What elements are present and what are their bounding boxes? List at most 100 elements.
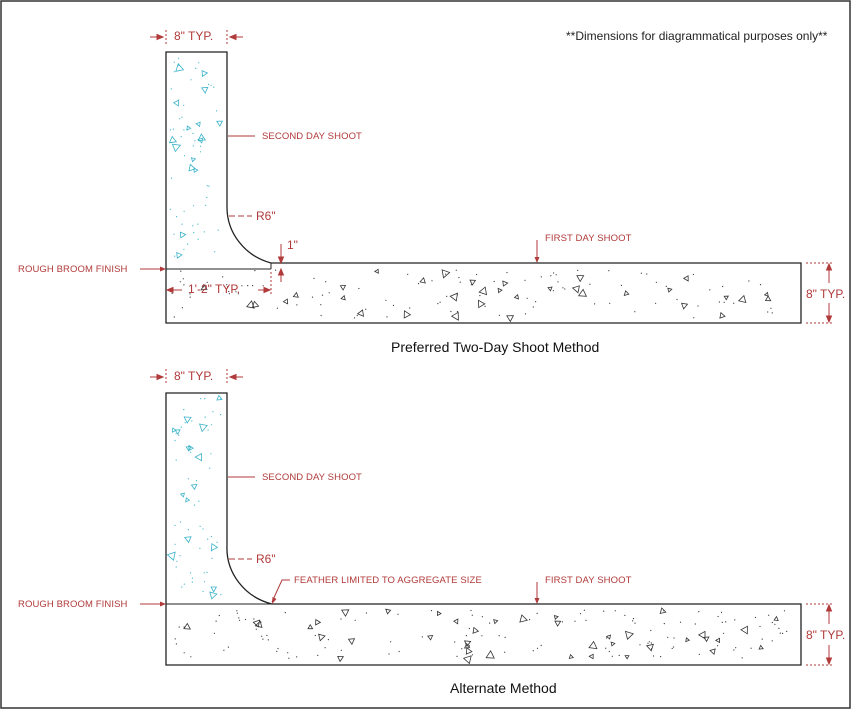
aggregate-dot [767, 311, 769, 313]
aggregate-dot [718, 301, 721, 303]
aggregate-mark [497, 287, 503, 294]
aggregate-dot [206, 281, 208, 283]
aggregate-dot [650, 642, 653, 644]
aggregate-dot [200, 398, 202, 400]
aggregate-dot [228, 290, 230, 293]
aggregate-dot [624, 614, 626, 617]
first-day-label: FIRST DAY SHOOT [545, 233, 632, 244]
aggregate-dot [552, 290, 555, 292]
broom-arrow-alt [160, 601, 166, 607]
aggregate-dot [733, 302, 735, 304]
aggregate-dot [468, 645, 471, 647]
aggregate-mark [315, 618, 322, 626]
aggregate-dot [660, 656, 662, 658]
aggregate-dot [456, 311, 459, 313]
aggregate-dot [184, 422, 186, 424]
aggregate-dot [183, 583, 185, 585]
aggregate-dot [179, 555, 181, 557]
aggregate-dot [276, 650, 278, 653]
aggregate-dot [276, 307, 278, 309]
aggregate-mark [172, 427, 177, 433]
aggregate-mark [216, 394, 223, 401]
aggregate-mark [195, 121, 201, 128]
aggregate-dot [178, 64, 180, 67]
aggregate-dot [594, 303, 596, 305]
aggregate-dot [202, 590, 204, 593]
aggregate-dot [187, 243, 189, 245]
aggregate-mark [571, 285, 580, 294]
aggregate-dot [206, 196, 208, 199]
aggregate-dot [450, 310, 452, 313]
aggregate-mark [714, 637, 720, 644]
aggregate-dot [618, 654, 620, 657]
aggregate-dot [174, 255, 176, 257]
aggregate-dot [192, 145, 194, 147]
aggregate-dot [226, 284, 228, 286]
aggregate-dot [197, 223, 199, 225]
aggregate-dot [634, 622, 636, 624]
aggregate-dot [535, 301, 537, 303]
aggregate-dot [296, 304, 298, 306]
aggregate-mark [373, 268, 379, 274]
aggregate-dot [235, 291, 237, 293]
aggregate-dot [778, 627, 780, 630]
aggregate-dot [455, 269, 457, 271]
aggregate-dot [524, 313, 527, 315]
aggregate-mark [403, 310, 412, 319]
aggregate-dot [779, 632, 781, 634]
aggregate-dot [173, 71, 175, 73]
aggregate-dot [170, 88, 172, 90]
broom-label: ROUGH BROOM FINISH [18, 264, 128, 275]
aggregate-dot [183, 210, 185, 212]
aggregate-dot [197, 238, 199, 240]
aggregate-dot [504, 651, 506, 653]
aggregate-dot [327, 639, 329, 641]
aggregate-mark [171, 143, 182, 153]
aggregate-dot [583, 609, 586, 611]
aggregate-dot [262, 285, 264, 287]
aggregate-dot [199, 145, 202, 147]
aggregate-mark [478, 286, 488, 296]
aggregate-dot [524, 279, 526, 281]
aggregate-dot [437, 303, 439, 305]
aggregate-dot [192, 225, 194, 227]
aggregate-mark [200, 86, 209, 94]
aggregate-mark [347, 638, 356, 646]
aggregate-mark [168, 135, 178, 144]
aggregate-dot [288, 657, 290, 659]
aggregate-dot [722, 285, 724, 288]
aggregate-mark [201, 69, 209, 78]
aggregate-dot [504, 636, 506, 639]
aggregate-dot [608, 650, 610, 653]
aggregate-dot [771, 640, 773, 642]
aggregate-dot [693, 317, 695, 319]
aggregate-dot [205, 204, 207, 206]
aggregate-dot [498, 635, 500, 637]
aggregate-dot [201, 74, 203, 76]
aggregate-mark [188, 163, 197, 172]
aggregate-dot [459, 281, 461, 283]
aggregate-mark [419, 276, 426, 284]
aggregate-dot [574, 620, 576, 622]
aggregate-dot [358, 287, 360, 290]
aggregate-dot [748, 280, 750, 282]
aggregate-mark [252, 619, 261, 628]
wall-width-label: 8" TYP. [174, 29, 214, 43]
aggregate-dot [671, 647, 673, 650]
aggregate-dot [431, 280, 433, 282]
aggregate-dot [632, 620, 634, 622]
aggregate-mark [436, 610, 442, 617]
aggregate-dot [498, 314, 500, 316]
aggregate-dot [489, 622, 491, 624]
aggregate-mark [763, 291, 769, 297]
aggregate-mark [179, 492, 185, 498]
aggregate-mark [251, 300, 260, 309]
aggregate-dot [734, 619, 736, 621]
aggregate-dot [365, 308, 367, 310]
wall-width-dimension [150, 30, 243, 44]
aggregate-mark [172, 99, 180, 107]
aggregate-dot [266, 634, 268, 637]
aggregate-dot [261, 635, 263, 637]
aggregate-dot [741, 657, 743, 659]
aggregate-dot [398, 650, 400, 653]
